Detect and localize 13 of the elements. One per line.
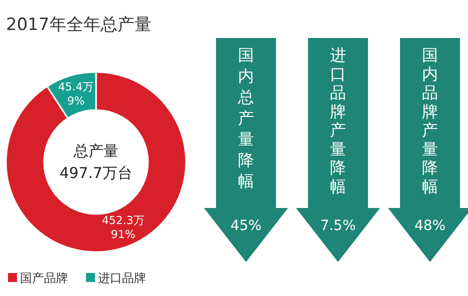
chart-title: 2017年全年总产量 bbox=[6, 15, 152, 35]
legend-label: 国产品牌 bbox=[20, 271, 68, 285]
text: 48% bbox=[414, 218, 446, 234]
text: 总产量 497.7万台 bbox=[60, 142, 132, 182]
category-label: 国内总产量降幅 bbox=[237, 46, 254, 190]
category-label: 进口品牌产量降幅 bbox=[330, 46, 346, 196]
data-label: 452.3万 91% bbox=[102, 214, 144, 242]
legend-label: 进口品牌 bbox=[98, 271, 146, 285]
text: 7.5% bbox=[320, 218, 356, 234]
data-label: 45.4万 9% bbox=[58, 80, 94, 108]
text: 45% bbox=[230, 218, 262, 234]
category-label: 国内品牌产量降幅 bbox=[422, 46, 438, 196]
donut-slice bbox=[5, 71, 187, 253]
